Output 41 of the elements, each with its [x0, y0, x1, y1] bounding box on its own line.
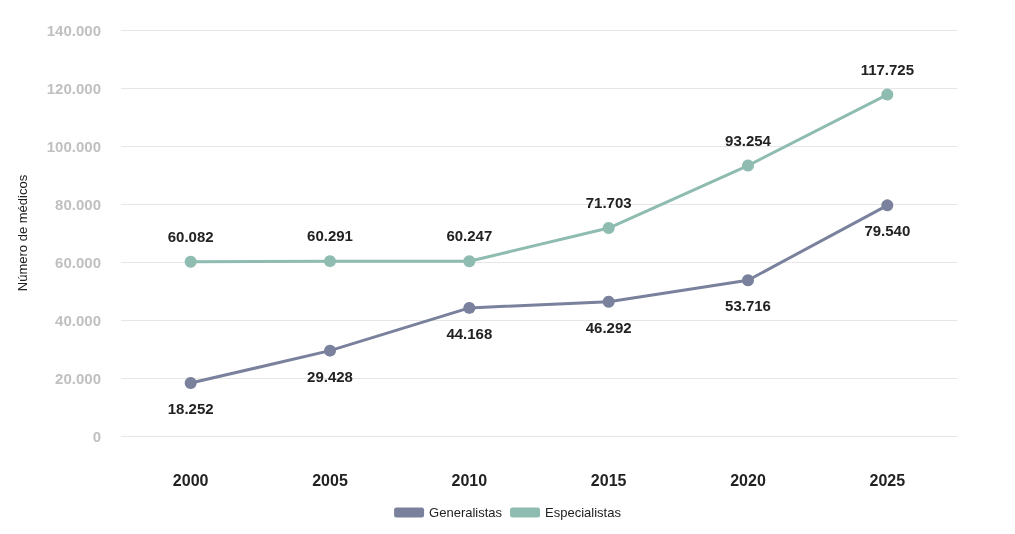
- y-tick-label: 120.000: [46, 79, 101, 97]
- y-tick-label: 20.000: [55, 369, 101, 387]
- x-tick-label: 2000: [172, 471, 209, 489]
- x-tick-label: 2005: [312, 471, 348, 489]
- data-label: 71.703: [585, 194, 632, 212]
- point: [184, 377, 197, 390]
- y-tick-label: 40.000: [55, 311, 101, 329]
- point: [602, 222, 615, 235]
- x-tick-label: 2020: [730, 471, 766, 489]
- point: [602, 295, 615, 308]
- point: [742, 274, 754, 287]
- legend-label: Especialistas: [545, 505, 622, 520]
- data-label: 18.252: [167, 400, 214, 418]
- data-label: 93.254: [725, 131, 772, 149]
- x-tick-label: 2010: [451, 471, 488, 489]
- y-tick-label: 60.000: [55, 253, 101, 271]
- data-label: 46.292: [585, 318, 632, 336]
- data-label: 29.428: [307, 367, 353, 385]
- point: [881, 199, 894, 212]
- data-label: 44.168: [446, 324, 493, 342]
- x-tick-label: 2025: [869, 471, 906, 489]
- y-axis-title: Número de médicos: [15, 174, 30, 292]
- y-tick-label: 100.000: [46, 137, 101, 155]
- y-tick-label: 80.000: [55, 195, 101, 213]
- data-label: 60.291: [307, 227, 353, 245]
- legend-label: Generalistas: [429, 505, 503, 520]
- point: [463, 255, 476, 268]
- data-label: 79.540: [864, 222, 911, 240]
- y-tick-label: 140.000: [46, 21, 101, 39]
- point: [324, 344, 336, 357]
- point: [881, 88, 894, 101]
- point: [324, 255, 336, 268]
- x-tick-label: 2015: [590, 471, 627, 489]
- point: [463, 301, 476, 314]
- data-label: 60.247: [446, 227, 493, 245]
- point: [184, 255, 197, 268]
- data-label: 117.725: [860, 60, 915, 78]
- data-label: 60.082: [167, 227, 214, 245]
- data-label: 53.716: [725, 297, 771, 315]
- point: [742, 159, 754, 172]
- y-tick-label: 0: [92, 427, 101, 445]
